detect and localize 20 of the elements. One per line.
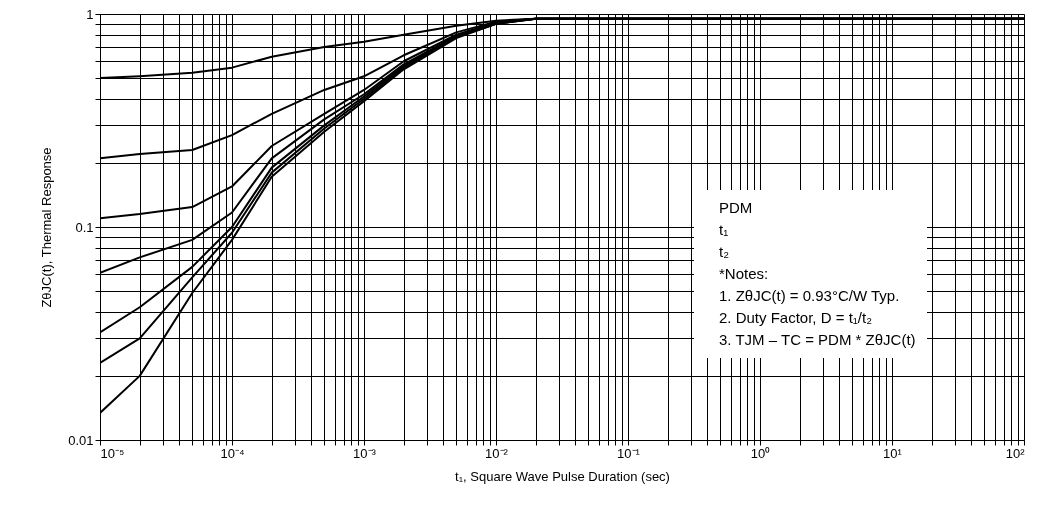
y-axis-title: ZθJC(t), Thermal Response: [39, 147, 55, 308]
x-tick-label: 10¹: [883, 445, 903, 461]
y-tick-label: 0.01: [68, 432, 94, 448]
annotation: 1. ZθJC(t) = 0.93°C/W Typ.: [719, 286, 900, 304]
annotation: 3. TJM – TC = PDM * ZθJC(t): [719, 330, 916, 348]
x-tick-label: 10⁻⁴: [220, 445, 245, 461]
x-tick-label: 10²: [1005, 445, 1026, 461]
annotation: t₂: [719, 242, 730, 260]
x-tick-label: 10⁰: [750, 445, 771, 461]
x-tick-label: 10⁻³: [353, 445, 377, 461]
x-tick-label: 10⁻¹: [617, 445, 641, 461]
annotation: t₁: [719, 220, 729, 238]
x-axis-title: t₁, Square Wave Pulse Duration (sec): [455, 468, 670, 484]
y-tick-label: 0.1: [75, 219, 94, 235]
annotation: 2. Duty Factor, D = t₁/t₂: [719, 308, 873, 326]
annotation: *Notes:: [719, 264, 769, 282]
y-tick-label: 1: [86, 6, 94, 22]
x-tick-label: 10⁻⁵: [100, 445, 125, 461]
x-tick-label: 10⁻²: [485, 445, 509, 461]
annotation: PDM: [719, 198, 753, 216]
